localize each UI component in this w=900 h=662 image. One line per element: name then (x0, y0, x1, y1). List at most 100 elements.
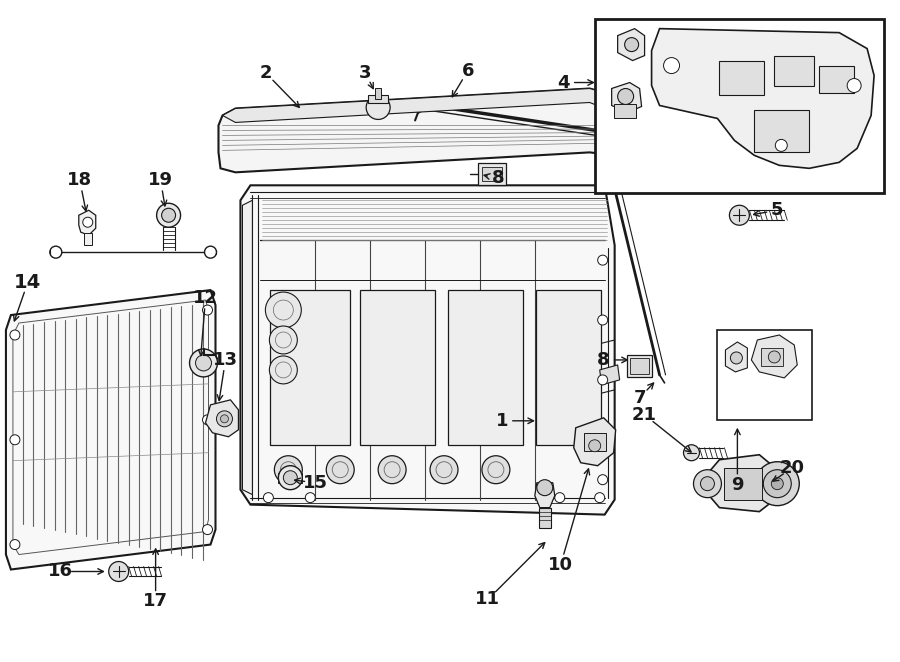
Circle shape (598, 435, 608, 445)
Text: 5: 5 (771, 201, 784, 219)
Bar (626, 355, 652, 377)
Bar (724, 468, 762, 500)
Bar (478, 164, 506, 185)
Polygon shape (707, 455, 778, 512)
Text: 17: 17 (143, 592, 168, 610)
Text: 4: 4 (557, 73, 570, 91)
Polygon shape (205, 400, 239, 437)
Text: 19: 19 (148, 171, 173, 189)
Circle shape (162, 209, 176, 222)
Text: 9: 9 (731, 476, 743, 494)
Circle shape (683, 445, 699, 461)
Circle shape (731, 352, 742, 364)
Polygon shape (79, 211, 95, 235)
Circle shape (10, 435, 20, 445)
Bar (774, 56, 814, 85)
Text: 16: 16 (49, 563, 73, 581)
Bar (614, 105, 635, 118)
Circle shape (598, 255, 608, 265)
Polygon shape (6, 290, 215, 569)
Circle shape (50, 246, 62, 258)
Circle shape (220, 415, 229, 423)
Circle shape (10, 330, 20, 340)
Circle shape (10, 540, 20, 549)
Polygon shape (222, 89, 630, 122)
Circle shape (202, 524, 212, 535)
Circle shape (278, 465, 302, 490)
Circle shape (663, 58, 680, 73)
Circle shape (157, 203, 181, 227)
Circle shape (700, 477, 715, 491)
Circle shape (729, 205, 750, 225)
Circle shape (195, 355, 212, 371)
Text: 1: 1 (496, 412, 508, 430)
Circle shape (554, 493, 565, 502)
Circle shape (536, 480, 553, 496)
Circle shape (755, 461, 799, 506)
Text: 14: 14 (14, 273, 41, 291)
Text: 13: 13 (213, 351, 238, 369)
Circle shape (284, 471, 297, 485)
Text: 12: 12 (193, 289, 218, 307)
Bar (270, 290, 350, 445)
Circle shape (202, 415, 212, 425)
Polygon shape (617, 28, 644, 60)
Circle shape (366, 95, 390, 119)
Bar (717, 330, 812, 420)
Text: 7: 7 (634, 389, 646, 407)
Circle shape (327, 455, 355, 484)
Bar (539, 508, 551, 528)
Circle shape (589, 440, 600, 451)
Polygon shape (599, 365, 619, 385)
Polygon shape (752, 335, 797, 378)
Circle shape (190, 349, 218, 377)
Text: 6: 6 (462, 62, 474, 79)
Bar (368, 95, 388, 103)
Circle shape (775, 140, 788, 152)
Circle shape (269, 356, 297, 384)
Circle shape (264, 493, 274, 502)
Bar (819, 66, 854, 93)
Bar (584, 433, 606, 451)
Circle shape (266, 292, 302, 328)
Circle shape (595, 493, 605, 502)
Bar (360, 290, 435, 445)
Circle shape (598, 475, 608, 485)
Bar (482, 167, 502, 181)
Polygon shape (652, 28, 874, 168)
Polygon shape (725, 342, 747, 372)
Bar (448, 290, 523, 445)
Text: 8: 8 (491, 169, 504, 187)
Text: 2: 2 (259, 64, 272, 81)
Polygon shape (242, 201, 252, 495)
Circle shape (769, 351, 780, 363)
Bar (595, 19, 884, 193)
Text: 21: 21 (632, 406, 657, 424)
Circle shape (617, 89, 634, 105)
Circle shape (482, 455, 510, 484)
Circle shape (305, 493, 315, 502)
Circle shape (109, 561, 129, 581)
Circle shape (202, 305, 212, 315)
Polygon shape (612, 83, 642, 113)
Circle shape (378, 455, 406, 484)
Polygon shape (240, 185, 615, 514)
Polygon shape (573, 418, 616, 465)
Text: 20: 20 (779, 459, 805, 477)
Circle shape (598, 375, 608, 385)
Bar (761, 348, 783, 366)
Circle shape (83, 217, 93, 227)
Circle shape (269, 326, 297, 354)
Circle shape (274, 455, 302, 484)
Polygon shape (535, 483, 554, 508)
Text: 18: 18 (68, 171, 93, 189)
Bar (84, 233, 92, 245)
Bar (278, 473, 302, 483)
Text: 15: 15 (302, 474, 328, 492)
Circle shape (598, 315, 608, 325)
Circle shape (430, 455, 458, 484)
Text: 3: 3 (359, 64, 372, 81)
Text: 10: 10 (548, 555, 573, 573)
Text: 8: 8 (598, 351, 610, 369)
Circle shape (204, 246, 217, 258)
